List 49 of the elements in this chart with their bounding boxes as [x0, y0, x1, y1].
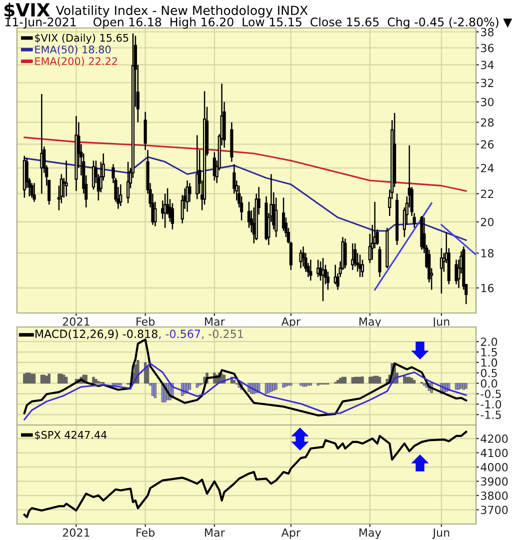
legend-label: $SPX 4247.44	[35, 430, 107, 440]
y-tick-label: 24	[480, 164, 494, 172]
y-tick-label: -1.5	[480, 410, 501, 419]
y-tick-label: 2.0	[480, 338, 498, 346]
chart-title: $VIX	[4, 2, 50, 20]
y-tick-label: -1.0	[480, 400, 502, 409]
y-tick-label: 28	[480, 118, 494, 127]
y-tick-label: 3800	[481, 491, 508, 500]
x-tick-label: Jun	[432, 528, 450, 539]
y-tick-label: 26	[480, 140, 494, 149]
y-tick-label: 22	[480, 190, 494, 198]
x-tick-label: Jun	[432, 318, 450, 328]
annotation: Open 16.18 High 16.20 Low 15.15 Close 15.65 Chg -0.45 (-2.80%) ▼	[94, 17, 512, 29]
y-tick-label: 36	[481, 44, 494, 52]
y-tick-label: 30	[481, 98, 494, 106]
y-tick-label: 32	[481, 78, 494, 88]
text: , -0.567	[159, 330, 200, 340]
x-tick-label: Mar	[205, 528, 225, 537]
legend-label: MACD(12,26,9) -0.818	[36, 329, 158, 340]
y-tick-label: 0.5	[480, 368, 497, 378]
y-tick-label: 34	[481, 60, 494, 70]
y-tick-label: 3700	[481, 506, 508, 514]
y-tick-label: 3900	[481, 477, 508, 486]
x-tick-label: Apr	[281, 528, 301, 539]
x-tick-label: 2021	[62, 317, 90, 326]
x-tick-label: 2021	[62, 528, 90, 537]
y-tick-label: 18	[481, 249, 494, 258]
legend-label: EMA(200) 22.22	[35, 57, 117, 66]
y-tick-label: -0.5	[480, 390, 501, 398]
y-tick-label: 16	[481, 284, 494, 292]
x-tick-label: Apr	[281, 318, 301, 328]
legend-label: EMA(50) 18.80	[35, 45, 111, 55]
annotation: 11-Jun-2021	[5, 17, 76, 29]
chart-subtitle: Volatility Index - New Methodology INDX	[56, 5, 308, 18]
y-tick-label: 38	[481, 28, 494, 36]
y-tick-label: 20	[480, 218, 494, 226]
x-tick-label: Feb	[136, 528, 155, 537]
y-tick-label: 4100	[480, 448, 508, 458]
x-tick-label: Feb	[136, 317, 155, 326]
text: , -0.251	[202, 330, 243, 340]
y-tick-label: 1.0	[481, 358, 498, 367]
x-tick-label: Mar	[205, 318, 225, 326]
y-tick-label: 0.0	[480, 379, 498, 388]
y-tick-label: 4200	[480, 434, 508, 443]
y-tick-label: 4000	[480, 462, 508, 472]
x-tick-label: May	[359, 528, 382, 539]
y-tick-label: 1.5	[481, 348, 497, 356]
legend-label: $VIX (Daily) 15.65	[35, 34, 128, 44]
x-tick-label: May	[359, 318, 382, 328]
